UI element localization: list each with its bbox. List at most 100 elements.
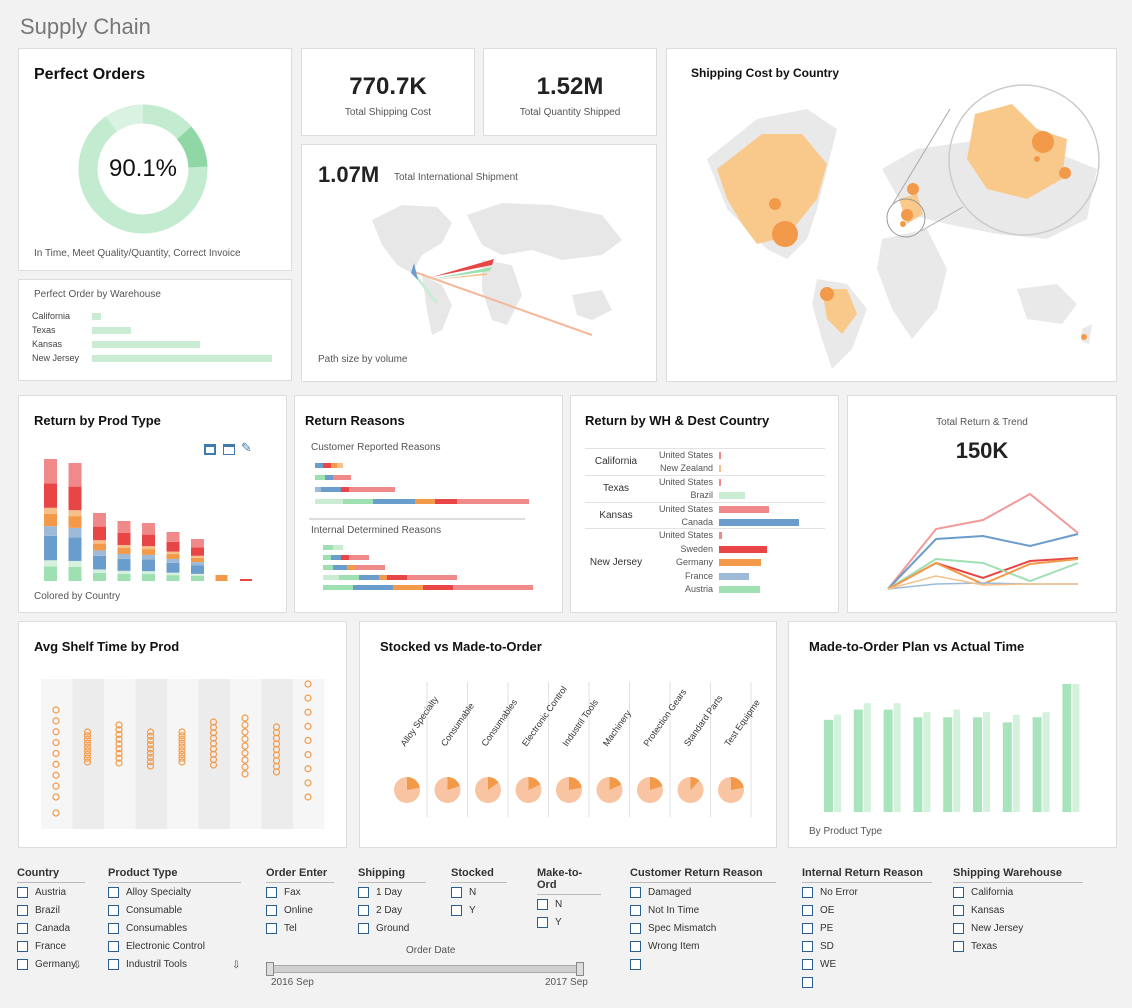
filter-option[interactable]: Industril Tools (108, 955, 241, 973)
filter-option[interactable]: New Jersey (953, 919, 1083, 937)
shelf-point (241, 735, 249, 743)
filter-option-label: SD (820, 940, 834, 952)
filter-option[interactable]: SD (802, 937, 932, 955)
shelf-point (209, 729, 218, 737)
checkbox[interactable] (266, 922, 277, 934)
filter-option[interactable]: Fax (266, 883, 334, 901)
filter-option[interactable] (802, 973, 932, 991)
checkbox[interactable] (17, 958, 28, 970)
checkbox[interactable] (630, 886, 641, 898)
checkbox[interactable] (17, 904, 28, 916)
checkbox[interactable] (802, 940, 813, 952)
filter-header: Shipping (358, 867, 426, 883)
wh-group: Kansas United States Canada (585, 501, 825, 529)
filter-option[interactable]: Consumable (108, 901, 241, 919)
return-prod-chart (44, 459, 252, 581)
checkbox[interactable] (17, 940, 28, 952)
checkbox[interactable] (537, 898, 548, 910)
checkbox[interactable] (802, 904, 813, 916)
plan-bar (1002, 722, 1012, 812)
filter-option[interactable]: N (537, 895, 601, 913)
filter-option[interactable]: Not In Time (630, 901, 776, 919)
checkbox[interactable] (358, 922, 369, 934)
filter-option[interactable]: Alloy Specialty (108, 883, 241, 901)
export-icon[interactable] (204, 444, 216, 455)
checkbox[interactable] (630, 958, 641, 970)
checkbox[interactable] (108, 922, 119, 934)
prod-bar-segment (215, 575, 228, 581)
filter-option[interactable]: France (17, 937, 85, 955)
checkbox[interactable] (17, 922, 28, 934)
shelf-point (52, 717, 60, 725)
stocked-product-label: Electronic Control (520, 684, 569, 748)
filter-option[interactable]: Damaged (630, 883, 776, 901)
checkbox[interactable] (266, 904, 277, 916)
shelf-point (209, 745, 218, 753)
filter-option[interactable]: Electronic Control (108, 937, 241, 955)
filter-option[interactable]: Online (266, 901, 334, 919)
window-icon[interactable] (223, 444, 235, 455)
filter-option[interactable]: Austria (17, 883, 85, 901)
checkbox[interactable] (802, 886, 813, 898)
checkbox[interactable] (451, 886, 462, 898)
reason-bar-segment (341, 487, 349, 492)
date-start-handle[interactable] (266, 962, 274, 976)
filter-option[interactable]: Spec Mismatch (630, 919, 776, 937)
edit-icon[interactable]: ✎ (241, 440, 252, 455)
checkbox[interactable] (630, 904, 641, 916)
checkbox[interactable] (266, 886, 277, 898)
filter-option[interactable]: Ground (358, 919, 426, 937)
checkbox[interactable] (953, 886, 964, 898)
checkbox[interactable] (953, 940, 964, 952)
filter-option[interactable]: WE (802, 955, 932, 973)
filter-option[interactable]: Consumables (108, 919, 241, 937)
reason-bar-segment (323, 555, 331, 560)
shelf-point (304, 694, 312, 702)
checkbox[interactable] (630, 940, 641, 952)
checkbox[interactable] (108, 886, 119, 898)
checkbox[interactable] (953, 922, 964, 934)
checkbox[interactable] (108, 958, 119, 970)
checkbox[interactable] (802, 922, 813, 934)
stocked-product-label: Machinery (601, 708, 633, 748)
filter-option[interactable]: Wrong Item (630, 937, 776, 955)
prod-bar-segment (68, 510, 82, 517)
filter-option[interactable]: Germany (17, 955, 85, 973)
filter-option[interactable]: Y (537, 913, 601, 931)
checkbox[interactable] (17, 886, 28, 898)
filter-option[interactable]: N (451, 883, 507, 901)
actual-bar (1072, 684, 1080, 812)
filter-option[interactable]: Kansas (953, 901, 1083, 919)
filter-option[interactable]: Tel (266, 919, 334, 937)
order-date-slider[interactable] (268, 965, 584, 973)
filter-option[interactable]: Texas (953, 937, 1083, 955)
filter-option[interactable]: OE (802, 901, 932, 919)
filter-option[interactable]: No Error (802, 883, 932, 901)
scroll-down-icon[interactable]: ⇩ (73, 960, 82, 971)
filter-option[interactable]: 1 Day (358, 883, 426, 901)
checkbox[interactable] (358, 886, 369, 898)
checkbox[interactable] (451, 904, 462, 916)
checkbox[interactable] (537, 916, 548, 928)
dest-country-label: Canada (681, 516, 713, 527)
filter-option[interactable]: 2 Day (358, 901, 426, 919)
checkbox[interactable] (108, 904, 119, 916)
reason-bar-segment (331, 463, 337, 468)
shelf-point (178, 758, 186, 766)
checkbox[interactable] (802, 958, 813, 970)
date-end-handle[interactable] (576, 962, 584, 976)
filter-option[interactable]: Brazil (17, 901, 85, 919)
checkbox[interactable] (953, 904, 964, 916)
scroll-down-icon[interactable]: ⇩ (232, 960, 241, 971)
checkbox[interactable] (358, 904, 369, 916)
checkbox[interactable] (108, 940, 119, 952)
reason-bar-segment (393, 585, 423, 590)
checkbox[interactable] (802, 976, 813, 988)
filter-option[interactable]: Canada (17, 919, 85, 937)
filter-option[interactable] (630, 955, 776, 973)
filter-option[interactable]: California (953, 883, 1083, 901)
filter-option[interactable]: Y (451, 901, 507, 919)
checkbox[interactable] (630, 922, 641, 934)
shelf-point (115, 749, 123, 758)
filter-option[interactable]: PE (802, 919, 932, 937)
